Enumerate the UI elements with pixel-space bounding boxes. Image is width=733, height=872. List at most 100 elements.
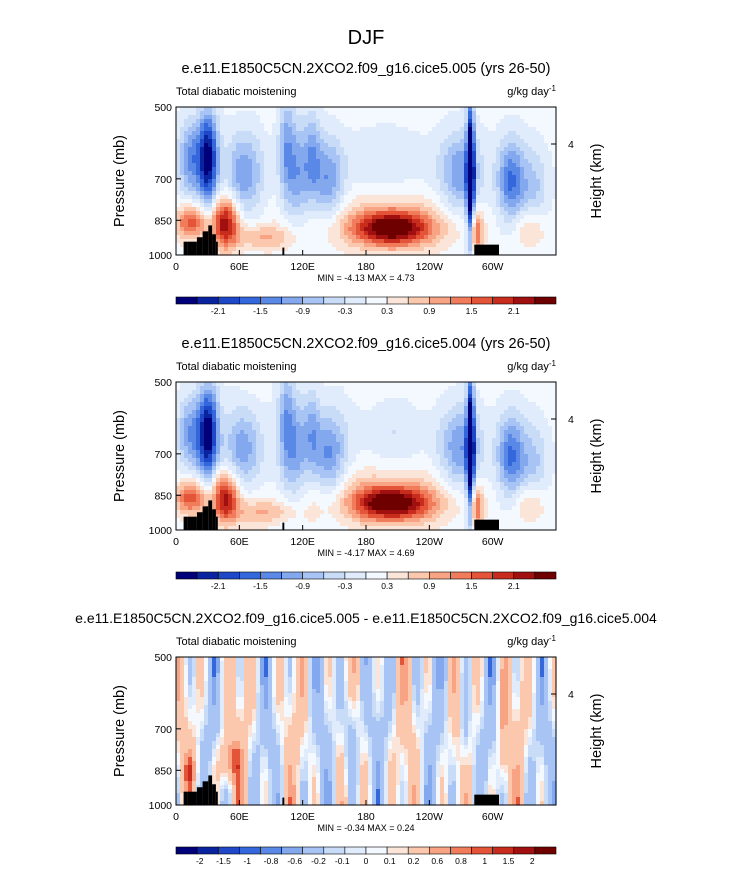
heatmap-cell <box>292 151 297 156</box>
heatmap-cell <box>548 115 553 120</box>
heatmap-cell <box>396 207 401 212</box>
heatmap-cell <box>516 171 521 176</box>
heatmap-cell <box>312 466 317 471</box>
heatmap-cell <box>272 478 277 483</box>
heatmap-cell <box>236 231 241 236</box>
heatmap-cell <box>304 115 309 120</box>
units-exponent: -1 <box>549 84 557 93</box>
heatmap-cell <box>320 239 325 244</box>
heatmap-cell <box>280 458 285 463</box>
heatmap-cell <box>228 458 233 463</box>
heatmap-cell <box>476 175 481 180</box>
heatmap-cell <box>276 418 281 423</box>
heatmap-cell <box>268 215 273 220</box>
heatmap-cell <box>272 386 277 391</box>
heatmap-cell <box>256 438 261 443</box>
heatmap-cell <box>548 183 553 188</box>
heatmap-cell <box>432 175 437 180</box>
heatmap-cell <box>252 247 257 252</box>
heatmap-cell <box>464 223 469 228</box>
heatmap-cell <box>228 203 233 208</box>
heatmap-cell <box>240 239 245 244</box>
heatmap-cell <box>312 139 317 144</box>
heatmap-cell <box>396 215 401 220</box>
heatmap-cell <box>176 151 181 156</box>
heatmap-cell <box>304 187 309 192</box>
heatmap-cell <box>540 163 545 168</box>
heatmap-cell <box>252 398 257 403</box>
heatmap-cell <box>268 171 273 176</box>
heatmap-cell <box>420 211 425 216</box>
heatmap-cell <box>440 211 445 216</box>
heatmap-cell <box>220 502 225 507</box>
heatmap-cell <box>296 526 301 531</box>
heatmap-cell <box>392 155 397 160</box>
heatmap-cell <box>236 506 241 511</box>
heatmap-cell <box>544 231 549 236</box>
heatmap-cell <box>252 434 257 439</box>
heatmap-cell <box>280 394 285 399</box>
heatmap-cell <box>376 151 381 156</box>
heatmap-cell <box>280 111 285 116</box>
heatmap-cell <box>460 239 465 244</box>
heatmap-cell <box>288 127 293 132</box>
heatmap-cell <box>180 466 185 471</box>
heatmap-cell <box>240 231 245 236</box>
heatmap-cell <box>508 139 513 144</box>
heatmap-cell <box>180 434 185 439</box>
heatmap-cell <box>184 506 189 511</box>
heatmap-cell <box>244 123 249 128</box>
heatmap-cell <box>244 390 249 395</box>
heatmap-cell <box>276 482 281 487</box>
heatmap-cell <box>408 227 413 232</box>
heatmap-cell <box>316 159 321 164</box>
heatmap-cell <box>392 199 397 204</box>
heatmap-cell <box>252 163 257 168</box>
heatmap-cell <box>360 147 365 152</box>
heatmap-cell <box>284 147 289 152</box>
heatmap-cell <box>208 470 213 475</box>
heatmap-cell <box>472 151 477 156</box>
heatmap-cell <box>420 251 425 256</box>
heatmap-cell <box>448 155 453 160</box>
heatmap-cell <box>328 227 333 232</box>
heatmap-cell <box>456 167 461 172</box>
heatmap-cell <box>508 167 513 172</box>
heatmap-cell <box>204 119 209 124</box>
heatmap-cell <box>468 175 473 180</box>
heatmap-cell <box>216 526 221 531</box>
heatmap-cell <box>392 171 397 176</box>
heatmap-cell <box>212 422 217 427</box>
heatmap-cell <box>416 199 421 204</box>
heatmap-cell <box>288 159 293 164</box>
heatmap-cell <box>400 135 405 140</box>
heatmap-cell <box>228 478 233 483</box>
heatmap-cell <box>228 207 233 212</box>
heatmap-cell <box>176 179 181 184</box>
heatmap-cell <box>292 119 297 124</box>
heatmap-cell <box>404 111 409 116</box>
panel-title: e.e11.E1850C5CN.2XCO2.f09_g16.cice5.005 … <box>182 61 551 77</box>
heatmap-cell <box>276 430 281 435</box>
heatmap-cell <box>460 207 465 212</box>
heatmap-cell <box>528 147 533 152</box>
heatmap-cell <box>460 231 465 236</box>
heatmap-cell <box>288 119 293 124</box>
heatmap-cell <box>440 139 445 144</box>
heatmap-cell <box>180 227 185 232</box>
heatmap-cell <box>312 486 317 491</box>
heatmap-cell <box>292 107 297 112</box>
heatmap-cell <box>240 127 245 132</box>
heatmap-cell <box>272 390 277 395</box>
heatmap-cell <box>280 390 285 395</box>
heatmap-cell <box>192 514 197 519</box>
heatmap-cell <box>188 494 193 499</box>
heatmap-cell <box>188 127 193 132</box>
heatmap-cell <box>244 442 249 447</box>
heatmap-cell <box>472 179 477 184</box>
heatmap-cell <box>480 171 485 176</box>
heatmap-cell <box>304 438 309 443</box>
heatmap-cell <box>240 430 245 435</box>
heatmap-cell <box>236 151 241 156</box>
heatmap-cell <box>396 227 401 232</box>
